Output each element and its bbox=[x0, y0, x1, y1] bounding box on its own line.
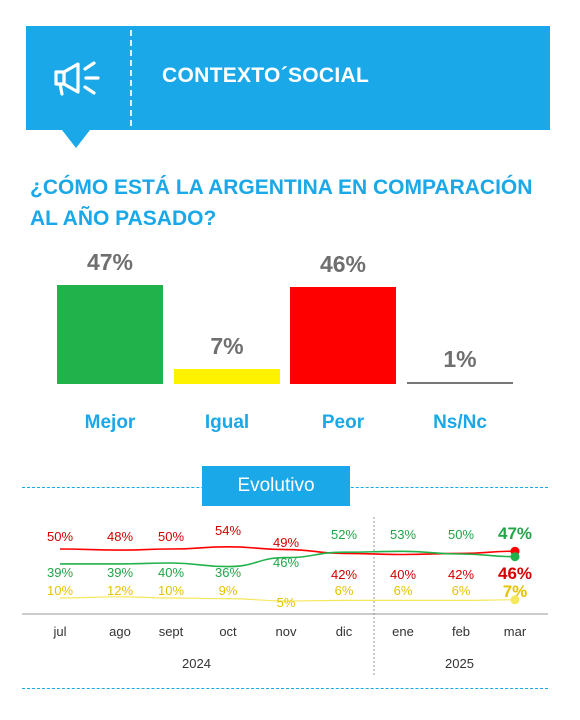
year-label-2025: 2025 bbox=[445, 656, 474, 671]
x-tick-jul: jul bbox=[52, 624, 66, 639]
data-label-peor-dic: 42% bbox=[331, 567, 357, 582]
end-marker-mejor bbox=[510, 552, 520, 562]
header-divider bbox=[130, 30, 132, 126]
bar-igual bbox=[174, 369, 280, 384]
x-tick-ene: ene bbox=[392, 624, 414, 639]
header-title: CONTEXTO´SOCIAL bbox=[162, 64, 370, 87]
data-label-peor-feb: 42% bbox=[448, 567, 474, 582]
data-label-peor-ago: 48% bbox=[107, 529, 133, 544]
x-tick-nov: nov bbox=[276, 624, 297, 639]
line-series-mejor bbox=[60, 550, 516, 568]
bar-category-igual: Igual bbox=[204, 412, 250, 433]
data-label-peor-sept: 50% bbox=[158, 529, 184, 544]
data-label-peor-ene: 40% bbox=[390, 567, 416, 582]
data-label-igual-dic: 6% bbox=[335, 583, 354, 598]
data-label-peor-oct: 54% bbox=[215, 523, 241, 538]
bar-peor bbox=[290, 287, 396, 384]
bar-nsnc bbox=[407, 381, 513, 384]
data-label-mejor-feb: 50% bbox=[448, 527, 474, 542]
bar-mejor bbox=[57, 285, 163, 384]
section-divider-bottom bbox=[22, 688, 548, 689]
x-tick-dic: dic bbox=[336, 624, 353, 639]
bar-value-peor: 46% bbox=[319, 251, 367, 278]
megaphone-icon bbox=[54, 61, 100, 96]
bar-category-peor: Peor bbox=[321, 412, 365, 433]
data-label-igual-jul: 10% bbox=[47, 583, 73, 598]
data-label-igual-mar: 7% bbox=[503, 582, 528, 601]
header-banner bbox=[26, 26, 550, 130]
year-label-2024: 2024 bbox=[182, 656, 211, 671]
data-label-mejor-dic: 52% bbox=[331, 527, 357, 542]
x-tick-feb: feb bbox=[452, 624, 470, 639]
bar-value-mejor: 47% bbox=[86, 249, 134, 276]
bar-value-nsnc: 1% bbox=[443, 345, 477, 372]
x-tick-ago: ago bbox=[109, 624, 131, 639]
data-label-mejor-sept: 40% bbox=[158, 565, 184, 580]
end-marker-igual bbox=[510, 595, 520, 605]
bar-category-mejor: Mejor bbox=[84, 412, 136, 433]
data-label-igual-ene: 6% bbox=[394, 583, 413, 598]
x-tick-sept: sept bbox=[159, 624, 184, 639]
data-label-peor-mar: 46% bbox=[498, 564, 532, 583]
data-label-igual-nov: 5% bbox=[277, 595, 296, 610]
data-label-mejor-ene: 53% bbox=[390, 527, 416, 542]
header-banner-pointer bbox=[62, 130, 90, 148]
data-label-igual-oct: 9% bbox=[219, 583, 238, 598]
data-label-peor-jul: 50% bbox=[47, 529, 73, 544]
line-chart: 50% 48% 50% 54% 49% 42% 40% 42% 46% 39% 39% 40% 36% 4… bbox=[22, 517, 548, 675]
data-label-mejor-nov: 46% bbox=[273, 555, 299, 570]
data-label-igual-sept: 10% bbox=[158, 583, 184, 598]
evolutivo-title: Evolutivo bbox=[202, 466, 350, 506]
question-title: ¿CÓMO ESTÁ LA ARGENTINA EN COMPARACIÓN A… bbox=[30, 176, 533, 230]
bar-value-igual: 7% bbox=[210, 333, 244, 360]
data-label-peor-nov: 49% bbox=[273, 535, 299, 550]
data-label-mejor-mar: 47% bbox=[498, 524, 532, 543]
data-label-mejor-oct: 36% bbox=[215, 565, 241, 580]
data-label-igual-feb: 6% bbox=[452, 583, 471, 598]
x-tick-mar: mar bbox=[504, 624, 527, 639]
data-label-igual-ago: 12% bbox=[107, 583, 133, 598]
bar-category-nsnc: Ns/Nc bbox=[433, 412, 487, 433]
x-tick-oct: oct bbox=[219, 624, 237, 639]
data-label-mejor-ago: 39% bbox=[107, 565, 133, 580]
line-series-igual bbox=[59, 596, 516, 602]
data-label-mejor-jul: 39% bbox=[47, 565, 73, 580]
